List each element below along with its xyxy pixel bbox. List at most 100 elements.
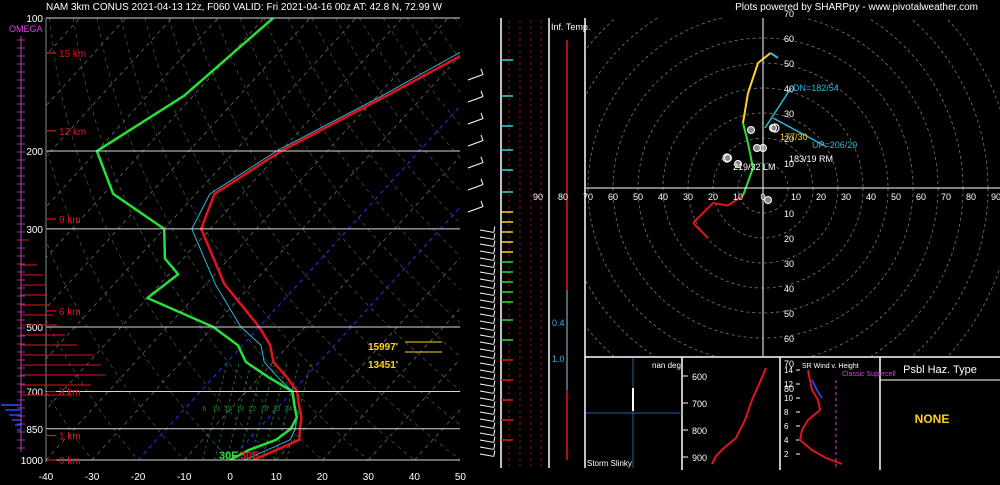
- hodo-lm-marker: [722, 153, 732, 163]
- wind-barb-flag: [493, 282, 496, 289]
- mixing-ratio-label: 22: [248, 406, 256, 413]
- classic-supercell-label: Classic Supercell: [842, 371, 896, 378]
- hodo-marker: [764, 196, 772, 204]
- temp-tick-label: 0: [227, 472, 233, 483]
- hodo-axis-label: 90: [533, 192, 543, 202]
- wind-barb: [479, 446, 494, 450]
- isotherm: [91, 55, 460, 460]
- hodo-ring-label: 60: [784, 34, 794, 44]
- wind-barb-flag: [493, 317, 496, 324]
- hodo-axis-label: 10: [733, 192, 743, 202]
- wind-barb: [479, 397, 494, 401]
- isotherm: [46, 18, 357, 360]
- inset-pressure-label: 700: [692, 399, 707, 409]
- wind-barb-flag: [493, 443, 496, 450]
- hodo-dn-label: DN=182/54: [793, 83, 839, 93]
- hodo-axis-label: 50: [891, 192, 901, 202]
- hodo-axis-label: 70: [583, 192, 593, 202]
- wind-barb: [479, 355, 494, 359]
- wind-barb: [467, 118, 484, 125]
- temp-tick-label: -10: [177, 472, 192, 483]
- wind-barb-flag: [493, 436, 496, 443]
- wind-barb: [479, 390, 494, 394]
- sr-wind-profile-upper: [811, 379, 823, 399]
- wind-barb-flag: [493, 401, 496, 408]
- hodo-ring-label: 10: [784, 209, 794, 219]
- wind-barb: [467, 184, 484, 191]
- wind-barb-flag: [493, 345, 496, 352]
- wind-barb-flag: [493, 331, 496, 338]
- wind-barb-flag: [493, 415, 496, 422]
- hodo-axis-label: 80: [558, 192, 568, 202]
- inset-pressure-label: 800: [692, 426, 707, 436]
- hodo-ring-label: 80: [784, 384, 794, 394]
- wind-barb: [479, 306, 494, 310]
- hodo-ring-label: 30: [784, 109, 794, 119]
- temp-tick-label: 20: [317, 472, 329, 483]
- hodo-axis-label: 20: [816, 192, 826, 202]
- hodograph-trace: [727, 194, 744, 207]
- hodo-rm-marker: [770, 123, 780, 133]
- temp-tick-label: 10: [271, 472, 283, 483]
- wind-barb-flag: [493, 352, 496, 359]
- height-label: 3 km: [59, 388, 81, 399]
- wind-barb-flag: [493, 268, 496, 275]
- wind-barb: [479, 292, 494, 296]
- wind-barb-flag: [493, 450, 496, 457]
- isotherm: [46, 18, 219, 208]
- wind-barb-flag: [493, 310, 496, 317]
- sr-height-label: 12: [784, 380, 793, 389]
- skewt-plot-area: [46, 18, 1000, 460]
- wind-barb: [479, 376, 494, 380]
- hodograph-trace: [712, 202, 729, 207]
- hodo-lm-label: 219/32 LM: [733, 162, 776, 172]
- hodo-axis-label: 30: [841, 192, 851, 202]
- mixing-ratio-label: 18: [236, 406, 244, 413]
- wind-barb: [467, 206, 484, 213]
- hodo-axis-label: 20: [708, 192, 718, 202]
- wind-barb: [467, 96, 484, 103]
- surface-temp-label: 30F: [240, 450, 259, 462]
- hodo-ring-label: 50: [784, 59, 794, 69]
- isotherm: [46, 18, 173, 157]
- hodo-marker: [734, 160, 742, 168]
- wind-barb: [479, 243, 494, 247]
- inset-pressure-label: 900: [692, 453, 707, 463]
- hodo-axis-label: 40: [658, 192, 668, 202]
- wind-barb: [479, 348, 494, 352]
- psbl-haz-title: Psbl Haz. Type: [903, 364, 977, 376]
- hodograph-trace: [769, 52, 779, 59]
- wind-barb-flag: [493, 387, 496, 394]
- hodo-ring-label: 10: [784, 159, 794, 169]
- wind-barb-flag: [480, 134, 484, 141]
- mixing-ratio-line: [226, 361, 252, 460]
- isotherm: [46, 18, 449, 460]
- wind-barb-flag: [493, 233, 496, 240]
- hodo-axis-label: 80: [966, 192, 976, 202]
- hodo-ring-label: 30: [784, 259, 794, 269]
- wind-barb-flag: [480, 90, 484, 97]
- dry-adiabat: [479, 18, 1000, 460]
- slinky-nan-label: nan deg: [652, 361, 681, 370]
- hodograph-trace: [692, 202, 714, 224]
- sr-height-label: 10: [784, 394, 793, 403]
- height-label: 0 km: [59, 456, 81, 467]
- wind-barb: [479, 236, 494, 240]
- wind-barb-flag: [493, 408, 496, 415]
- wind-barb: [479, 369, 494, 373]
- wind-barb-flag: [493, 373, 496, 380]
- dry-adiabat: [168, 18, 460, 426]
- height-label: 12 km: [59, 127, 86, 138]
- wind-barb: [479, 425, 494, 429]
- bottom-insets: nan deg Storm Slinky 600 700 800 900 SR Wind v…: [585, 356, 1000, 470]
- wind-barb: [479, 362, 494, 366]
- isotherm: [46, 18, 265, 259]
- hodograph-trace: [757, 52, 772, 64]
- surface-dewpoint-label: 30F: [219, 450, 238, 462]
- wind-barb-flag: [493, 380, 496, 387]
- wind-barb-flag: [493, 359, 496, 366]
- wind-barb: [479, 334, 494, 338]
- pressure-tick-label: 700: [26, 388, 43, 399]
- pressure-tick-label: 300: [26, 225, 43, 236]
- sr-wind-profile: [798, 369, 843, 465]
